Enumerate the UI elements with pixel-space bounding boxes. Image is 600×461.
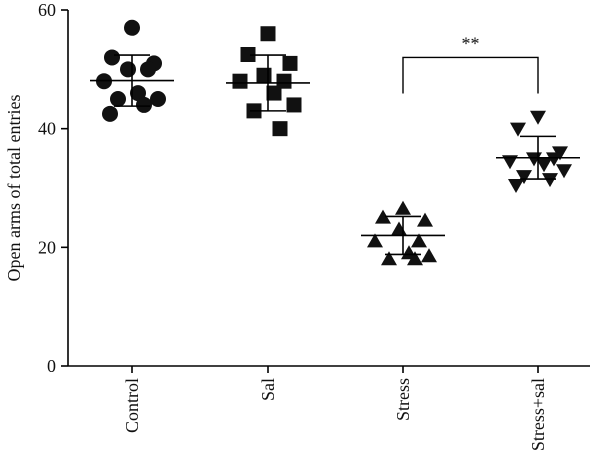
data-point xyxy=(104,49,120,66)
data-point xyxy=(516,170,532,185)
y-tick-label: 60 xyxy=(38,0,56,20)
data-point xyxy=(150,91,166,107)
data-point xyxy=(536,158,552,173)
data-point xyxy=(286,97,302,113)
data-point xyxy=(282,55,298,71)
data-point xyxy=(546,152,562,167)
data-point xyxy=(272,121,288,137)
significance-label: ** xyxy=(462,33,480,53)
significance-bracket xyxy=(402,56,539,94)
data-point xyxy=(140,61,156,78)
group-sal xyxy=(226,26,310,137)
data-point xyxy=(530,110,546,125)
group-stress-sal xyxy=(496,110,580,194)
x-tick-label: Stress+sal xyxy=(528,378,548,451)
group-control xyxy=(90,19,174,122)
data-point xyxy=(381,251,397,266)
data-point xyxy=(395,200,411,215)
x-tick-label: Control xyxy=(122,378,142,433)
y-axis-label: Open arms of total entries xyxy=(4,95,24,282)
significance-annotations: ** xyxy=(402,33,539,94)
data-point xyxy=(110,91,126,107)
data-point xyxy=(276,73,292,89)
data-point xyxy=(136,96,152,113)
data-point xyxy=(130,85,146,102)
data-point xyxy=(232,73,248,89)
x-tick-label: Stress xyxy=(393,378,413,421)
x-tick-label: Sal xyxy=(258,378,278,401)
data-point xyxy=(391,221,407,236)
data-point xyxy=(510,122,526,137)
data-point xyxy=(407,251,423,266)
group-stress xyxy=(361,200,445,266)
y-tick-label: 40 xyxy=(38,119,56,139)
data-point xyxy=(411,233,427,248)
data-point xyxy=(266,85,282,101)
data-point xyxy=(556,164,572,179)
data-point xyxy=(417,212,433,227)
data-groups xyxy=(90,19,580,266)
data-point xyxy=(542,173,558,188)
data-point xyxy=(502,155,518,170)
y-axis: 0 20 40 60 xyxy=(38,0,69,376)
data-point xyxy=(256,67,272,83)
data-point xyxy=(240,47,256,62)
data-point xyxy=(120,61,136,78)
data-point xyxy=(375,209,391,224)
data-point xyxy=(124,19,140,36)
data-point xyxy=(508,179,524,194)
y-tick-label: 0 xyxy=(47,356,56,376)
data-point xyxy=(102,105,118,122)
data-point xyxy=(260,26,276,42)
x-axis: Control Sal Stress Stress+sal xyxy=(68,365,590,451)
data-point xyxy=(367,233,383,248)
y-tick-label: 20 xyxy=(38,237,56,257)
data-point xyxy=(421,248,437,263)
